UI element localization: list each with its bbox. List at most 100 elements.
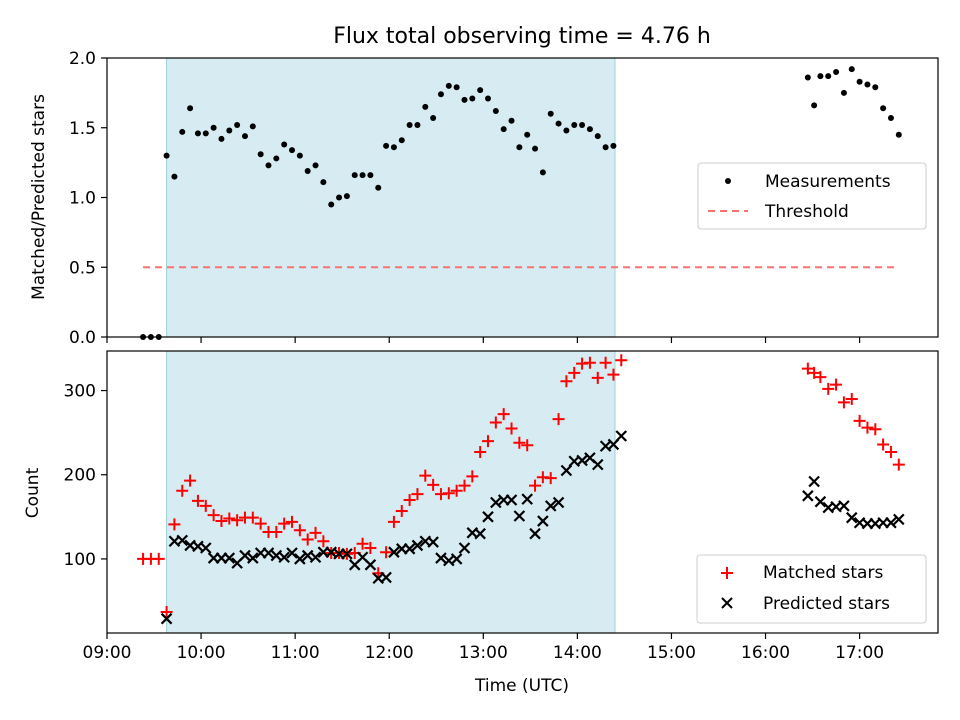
matched-star-point (215, 515, 228, 528)
predicted-star-point (427, 536, 439, 548)
matched-star-point (270, 525, 283, 538)
predicted-star-point (615, 430, 628, 442)
matched-star-point (176, 484, 189, 497)
measurement-point (179, 128, 186, 135)
chart-title: Flux total observing time = 4.76 h (333, 24, 711, 49)
xtick-label: 14:00 (553, 643, 602, 663)
matched-star-point (168, 518, 181, 531)
measurement-point (500, 126, 507, 133)
predicted-star-point (802, 490, 814, 502)
measurement-point (579, 121, 586, 128)
predicted-star-point (808, 475, 820, 488)
matched-star-point (505, 422, 518, 435)
predicted-star-point (521, 493, 533, 505)
predicted-star-point (490, 496, 502, 509)
measurement-point (359, 172, 366, 179)
legend-measurements-label: Measurements (765, 172, 891, 192)
measurement-point (406, 121, 413, 128)
measurement-point (241, 133, 248, 140)
top-ytick-label: 0.0 (69, 328, 96, 348)
x-axis-label: Time (UTC) (474, 676, 569, 696)
measurement-point (602, 144, 609, 151)
measurement-point (445, 82, 452, 89)
xtick-label: 12:00 (365, 643, 414, 663)
measurement-point (383, 142, 390, 149)
predicted-star-point (552, 496, 565, 509)
measurement-point (202, 130, 209, 137)
measurement-point (453, 84, 460, 91)
matched-star-point (607, 368, 620, 381)
predicted-star-point (294, 553, 306, 565)
matched-star-point (808, 366, 821, 379)
top-ytick-label: 2.0 (69, 49, 96, 69)
measurement-point (524, 131, 531, 138)
legend-matched-marker (721, 567, 733, 579)
top-legend-box (697, 162, 927, 230)
matched-star-point (497, 408, 510, 421)
bottom-legend: Matched stars Predicted stars (696, 554, 927, 624)
matched-star-point (615, 354, 628, 367)
measurement-point (210, 124, 217, 131)
matched-star-point (591, 371, 604, 384)
measurement-point (887, 114, 894, 121)
bottom-panel: 100 200 300 09:00 10:00 11:00 12:00 13:00 14:00… (23, 350, 939, 696)
matched-star-point (568, 366, 581, 379)
measurement-point (257, 151, 264, 158)
measurement-point (367, 172, 374, 179)
measurement-point (414, 121, 421, 128)
top-legend: Measurements Threshold (697, 162, 927, 230)
predicted-star-point (411, 539, 424, 552)
matched-star-point (801, 362, 814, 375)
predicted-star-point (576, 454, 588, 467)
xtick-label: 13:00 (459, 643, 508, 663)
measurement-point (171, 173, 178, 180)
measurement-point (249, 123, 256, 130)
measurement-point (485, 95, 492, 102)
predicted-star-point (341, 548, 353, 560)
xtick-label: 17:00 (835, 643, 884, 663)
matched-star-point (411, 488, 424, 501)
measurement-point (320, 179, 327, 186)
predicted-star-point (544, 500, 557, 512)
measurement-point (226, 127, 233, 134)
matched-star-point (877, 438, 890, 451)
matched-star-point (822, 382, 835, 395)
matched-star-point (560, 375, 573, 388)
matched-star-point (301, 533, 314, 546)
xtick-label: 15:00 (647, 643, 696, 663)
measurement-point (163, 152, 170, 159)
matched-star-point (364, 541, 377, 554)
predicted-star-point (885, 516, 897, 529)
measurement-point (610, 142, 617, 149)
predicted-star-point (176, 534, 189, 547)
predicted-star-point (286, 547, 298, 559)
measurement-point (187, 105, 194, 112)
top-y-axis-label: Matched/Predicted stars (29, 94, 49, 300)
measurement-point (343, 193, 350, 200)
matched-star-point (184, 474, 197, 487)
matched-star-point (892, 458, 905, 471)
predicted-star-point (458, 542, 471, 554)
predicted-star-point (838, 500, 850, 512)
bottom-plot-frame (106, 350, 939, 634)
predicted-star-point (513, 510, 526, 522)
predicted-star-point (474, 527, 486, 540)
measurement-point (390, 144, 397, 151)
matched-star-point (869, 423, 882, 436)
matched-star-point (837, 396, 850, 409)
matched-star-point (599, 356, 612, 369)
observing-span-bottom (166, 350, 616, 634)
matched-star-point (529, 479, 542, 492)
bottom-ytick-label: 100 (64, 550, 96, 570)
predicted-star-point (435, 552, 447, 564)
predicted-star-point (380, 571, 392, 584)
predicted-star-point (560, 464, 573, 477)
matched-star-point (254, 517, 267, 530)
predicted-star-point (482, 511, 494, 523)
predicted-star-point (388, 546, 400, 558)
predicted-star-point (247, 552, 259, 564)
bottom-ytick-label: 200 (64, 466, 96, 486)
xtick-label: 16:00 (741, 643, 790, 663)
matched-star-point (317, 535, 330, 548)
